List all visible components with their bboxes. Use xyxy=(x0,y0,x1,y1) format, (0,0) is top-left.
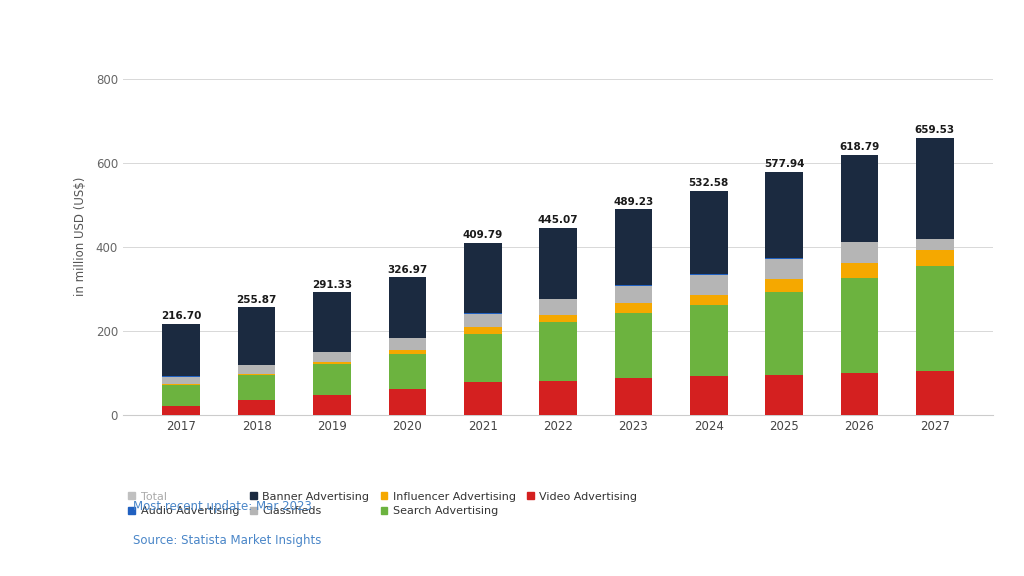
Bar xyxy=(163,324,200,377)
Bar xyxy=(388,354,426,389)
Legend: Total, Audio Advertising, Banner Advertising, Classifieds, Influencer Advertisin: Total, Audio Advertising, Banner Adverti… xyxy=(128,492,637,516)
Bar xyxy=(464,334,502,382)
Bar xyxy=(765,279,803,291)
Text: Source: Statista Market Insights: Source: Statista Market Insights xyxy=(133,535,322,547)
Bar xyxy=(540,314,577,323)
Text: 291.33: 291.33 xyxy=(312,280,352,290)
Bar xyxy=(540,228,577,299)
Bar xyxy=(690,191,728,274)
Bar xyxy=(841,373,879,415)
Text: 409.79: 409.79 xyxy=(463,230,503,240)
Bar xyxy=(765,172,803,259)
Bar xyxy=(916,249,953,267)
Bar xyxy=(690,376,728,415)
Bar xyxy=(614,286,652,304)
Bar xyxy=(313,395,351,415)
Bar xyxy=(313,293,351,352)
Bar xyxy=(464,382,502,415)
Bar xyxy=(614,209,652,285)
Bar xyxy=(614,304,652,313)
Bar xyxy=(313,362,351,364)
Text: 445.07: 445.07 xyxy=(538,215,579,225)
Text: 489.23: 489.23 xyxy=(613,196,653,207)
Text: 255.87: 255.87 xyxy=(237,295,276,305)
Text: 216.70: 216.70 xyxy=(161,311,202,321)
Bar xyxy=(540,299,577,314)
Bar xyxy=(388,389,426,415)
Bar xyxy=(690,305,728,376)
Bar xyxy=(690,294,728,305)
Bar xyxy=(238,307,275,365)
Bar xyxy=(841,242,879,263)
Text: 326.97: 326.97 xyxy=(387,265,427,275)
Bar xyxy=(614,378,652,415)
Bar xyxy=(841,263,879,278)
Bar xyxy=(540,323,577,381)
Bar xyxy=(916,267,953,370)
Bar xyxy=(916,239,953,249)
Bar xyxy=(464,327,502,334)
Bar xyxy=(313,364,351,395)
Bar xyxy=(388,350,426,354)
Text: 618.79: 618.79 xyxy=(840,142,880,152)
Bar xyxy=(163,377,200,384)
Y-axis label: in million USD (US$): in million USD (US$) xyxy=(75,176,87,296)
Bar xyxy=(388,278,426,338)
Bar xyxy=(765,259,803,279)
Bar xyxy=(841,278,879,373)
Bar xyxy=(313,352,351,362)
Bar xyxy=(163,406,200,415)
Bar xyxy=(540,381,577,415)
Bar xyxy=(238,374,275,375)
Bar xyxy=(464,242,502,313)
Text: Most recent update: Mar 2023: Most recent update: Mar 2023 xyxy=(133,500,312,513)
Bar xyxy=(464,314,502,327)
Text: 659.53: 659.53 xyxy=(914,125,955,135)
Bar xyxy=(916,370,953,415)
Bar xyxy=(163,384,200,385)
Bar xyxy=(765,375,803,415)
Bar xyxy=(916,138,953,238)
Bar xyxy=(388,338,426,350)
Bar xyxy=(841,155,879,242)
Bar xyxy=(765,291,803,375)
Bar xyxy=(614,313,652,378)
Bar xyxy=(238,375,275,400)
Text: 577.94: 577.94 xyxy=(764,160,805,169)
Bar xyxy=(238,400,275,415)
Bar xyxy=(163,385,200,406)
Text: 532.58: 532.58 xyxy=(689,179,729,188)
Bar xyxy=(690,275,728,294)
Bar xyxy=(238,365,275,374)
